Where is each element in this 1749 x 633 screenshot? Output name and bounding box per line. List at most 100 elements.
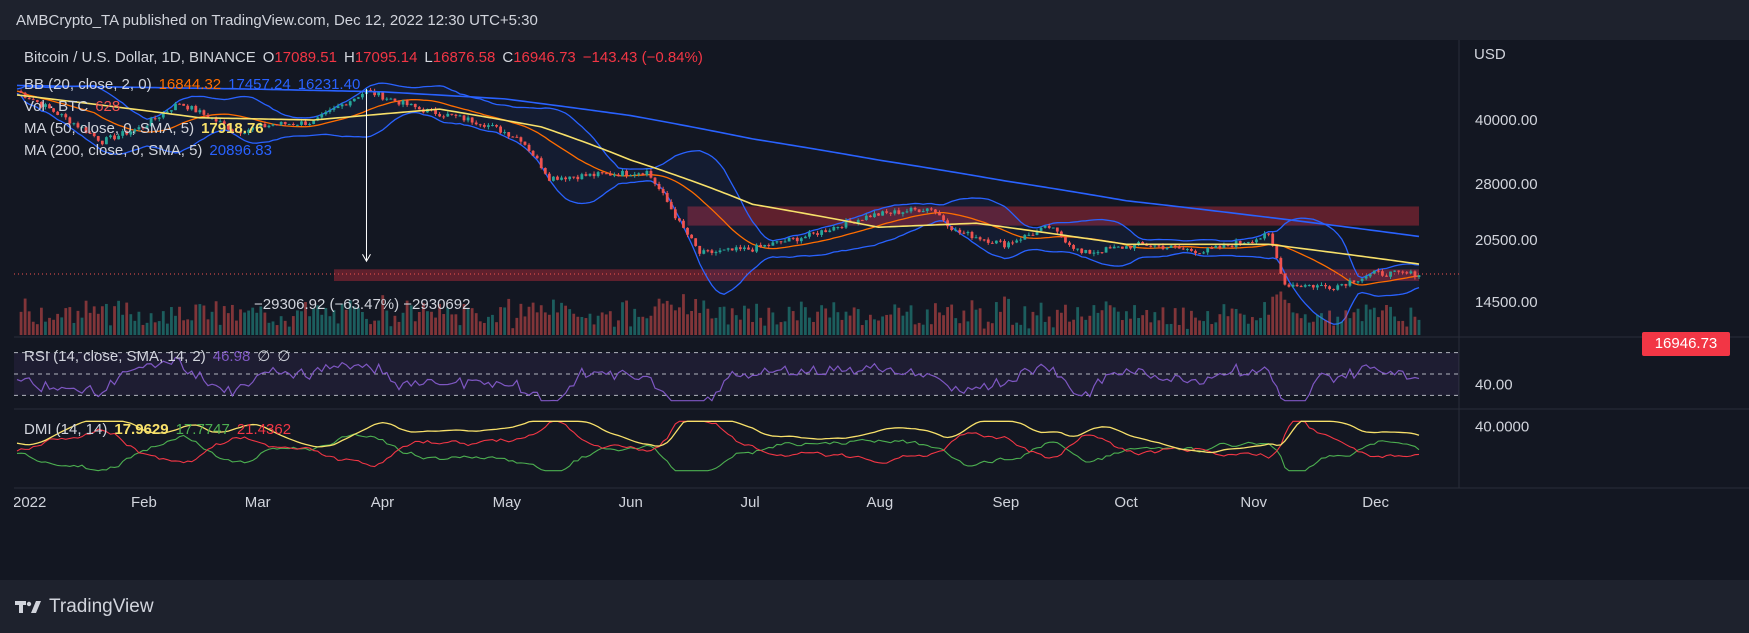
volume-bar xyxy=(365,318,368,335)
volume-bar xyxy=(511,328,515,335)
volume-bar xyxy=(369,324,372,335)
candle-body xyxy=(690,234,693,239)
candle-body xyxy=(868,215,872,218)
candle-body xyxy=(572,176,576,178)
volume-bar xyxy=(450,314,454,335)
volume-bar xyxy=(361,311,364,335)
volume-bar xyxy=(608,311,612,335)
candle-body xyxy=(816,233,819,235)
candle-body xyxy=(1291,284,1295,287)
candle-body xyxy=(1141,242,1145,244)
volume-bar xyxy=(1279,291,1283,335)
vol-legend[interactable]: Vol · BTC 628 xyxy=(24,98,127,115)
candle-body xyxy=(458,115,462,117)
volume-bar xyxy=(698,312,702,335)
candle-body xyxy=(186,105,190,110)
rsi-legend[interactable]: RSI (14, close, SMA, 14, 2) 46.98 ∅ ∅ xyxy=(24,347,297,365)
volume-bar xyxy=(738,319,742,335)
volume-bar xyxy=(836,312,840,335)
candle-body xyxy=(182,103,186,106)
volume-bar xyxy=(1360,321,1364,335)
volume-bar xyxy=(1023,306,1027,335)
volume-bar xyxy=(1332,325,1336,335)
volume-bar xyxy=(340,303,344,335)
candle-body xyxy=(320,114,324,118)
volume-bar xyxy=(1214,322,1218,335)
symbol-title[interactable]: Bitcoin / U.S. Dollar, 1D, BINANCE xyxy=(24,49,256,66)
candle-body xyxy=(255,126,259,128)
candle-body xyxy=(1336,285,1340,290)
candle-body xyxy=(1372,270,1376,274)
candle-body xyxy=(60,114,64,116)
volume-bar xyxy=(133,320,137,335)
candle-body xyxy=(1348,280,1352,286)
candle-body xyxy=(946,220,950,227)
volume-bar xyxy=(1372,307,1376,335)
volume-bar xyxy=(235,320,238,335)
volume-bar xyxy=(1149,322,1153,335)
candle-body xyxy=(1332,288,1336,290)
tradingview-logo[interactable]: TradingView xyxy=(15,596,154,618)
ma200-legend[interactable]: MA (200, close, 0, SMA, 5) 20896.83 xyxy=(24,142,279,159)
candle-body xyxy=(100,140,104,145)
candle-body xyxy=(96,136,100,141)
candle-body xyxy=(885,211,889,213)
candle-body xyxy=(1409,271,1413,274)
volume-bar xyxy=(592,324,596,335)
candle-body xyxy=(271,124,275,126)
volume-bar xyxy=(84,300,88,335)
candle-body xyxy=(454,114,458,116)
volume-bar xyxy=(19,311,23,335)
volume-bar xyxy=(893,304,897,335)
candle-body xyxy=(718,250,722,253)
candle-body xyxy=(1263,233,1266,239)
candle-body xyxy=(787,237,791,242)
vol-label: Vol · BTC xyxy=(24,98,89,115)
candle-body xyxy=(1250,242,1254,244)
candle-body xyxy=(178,103,181,105)
candle-body xyxy=(300,121,303,125)
candle-body xyxy=(442,116,446,118)
volume-bar xyxy=(718,307,722,335)
chart-canvas[interactable]: 40000.00 28000.00 20500.00 14500.00 40.00 40.… xyxy=(14,40,1749,580)
volume-bar xyxy=(730,308,734,335)
candle-body xyxy=(1084,249,1088,253)
volume-bar xyxy=(633,308,637,335)
candle-body xyxy=(1202,252,1206,254)
volume-bar xyxy=(495,322,498,335)
candle-body xyxy=(1222,244,1226,248)
candle-body xyxy=(92,132,96,137)
volume-bar xyxy=(458,325,462,335)
dmi-legend[interactable]: DMI (14, 14) 17.9629 17.7747 21.4362 xyxy=(24,421,298,438)
volume-bar xyxy=(1275,294,1279,335)
volume-bar xyxy=(673,310,677,335)
bb-label: BB (20, close, 2, 0) xyxy=(24,76,152,93)
volume-bar xyxy=(109,325,112,335)
author-name[interactable]: AMBCrypto_TA xyxy=(16,12,119,29)
ma50-legend[interactable]: MA (50, close, 0, SMA, 5) 17918.76 xyxy=(24,120,271,137)
time-tick-label: Sep xyxy=(992,494,1019,511)
volume-bar xyxy=(1112,307,1116,335)
volume-bar xyxy=(153,322,157,335)
candle-body xyxy=(1356,281,1360,283)
volume-bar xyxy=(868,314,872,335)
volume-bar xyxy=(72,322,76,335)
chart-area[interactable]: 40000.00 28000.00 20500.00 14500.00 40.00 40.… xyxy=(14,40,1749,580)
candle-body xyxy=(860,219,864,221)
volume-bar xyxy=(816,311,819,335)
volume-bar xyxy=(1059,312,1063,335)
volume-bar xyxy=(113,306,116,335)
volume-bar xyxy=(1141,315,1145,335)
volume-bar xyxy=(1340,321,1344,335)
candle-body xyxy=(877,213,880,216)
time-tick-label: Feb xyxy=(131,494,157,511)
bb-legend[interactable]: BB (20, close, 2, 0) 16844.32 17457.24 1623… xyxy=(24,76,367,93)
candle-body xyxy=(1051,227,1055,229)
candle-body xyxy=(913,207,917,210)
volume-bar xyxy=(958,323,962,335)
volume-bar xyxy=(645,318,649,335)
candle-body xyxy=(1283,273,1287,285)
volume-bar xyxy=(665,300,669,335)
volume-bar xyxy=(1011,324,1015,335)
candle-body xyxy=(56,111,60,115)
